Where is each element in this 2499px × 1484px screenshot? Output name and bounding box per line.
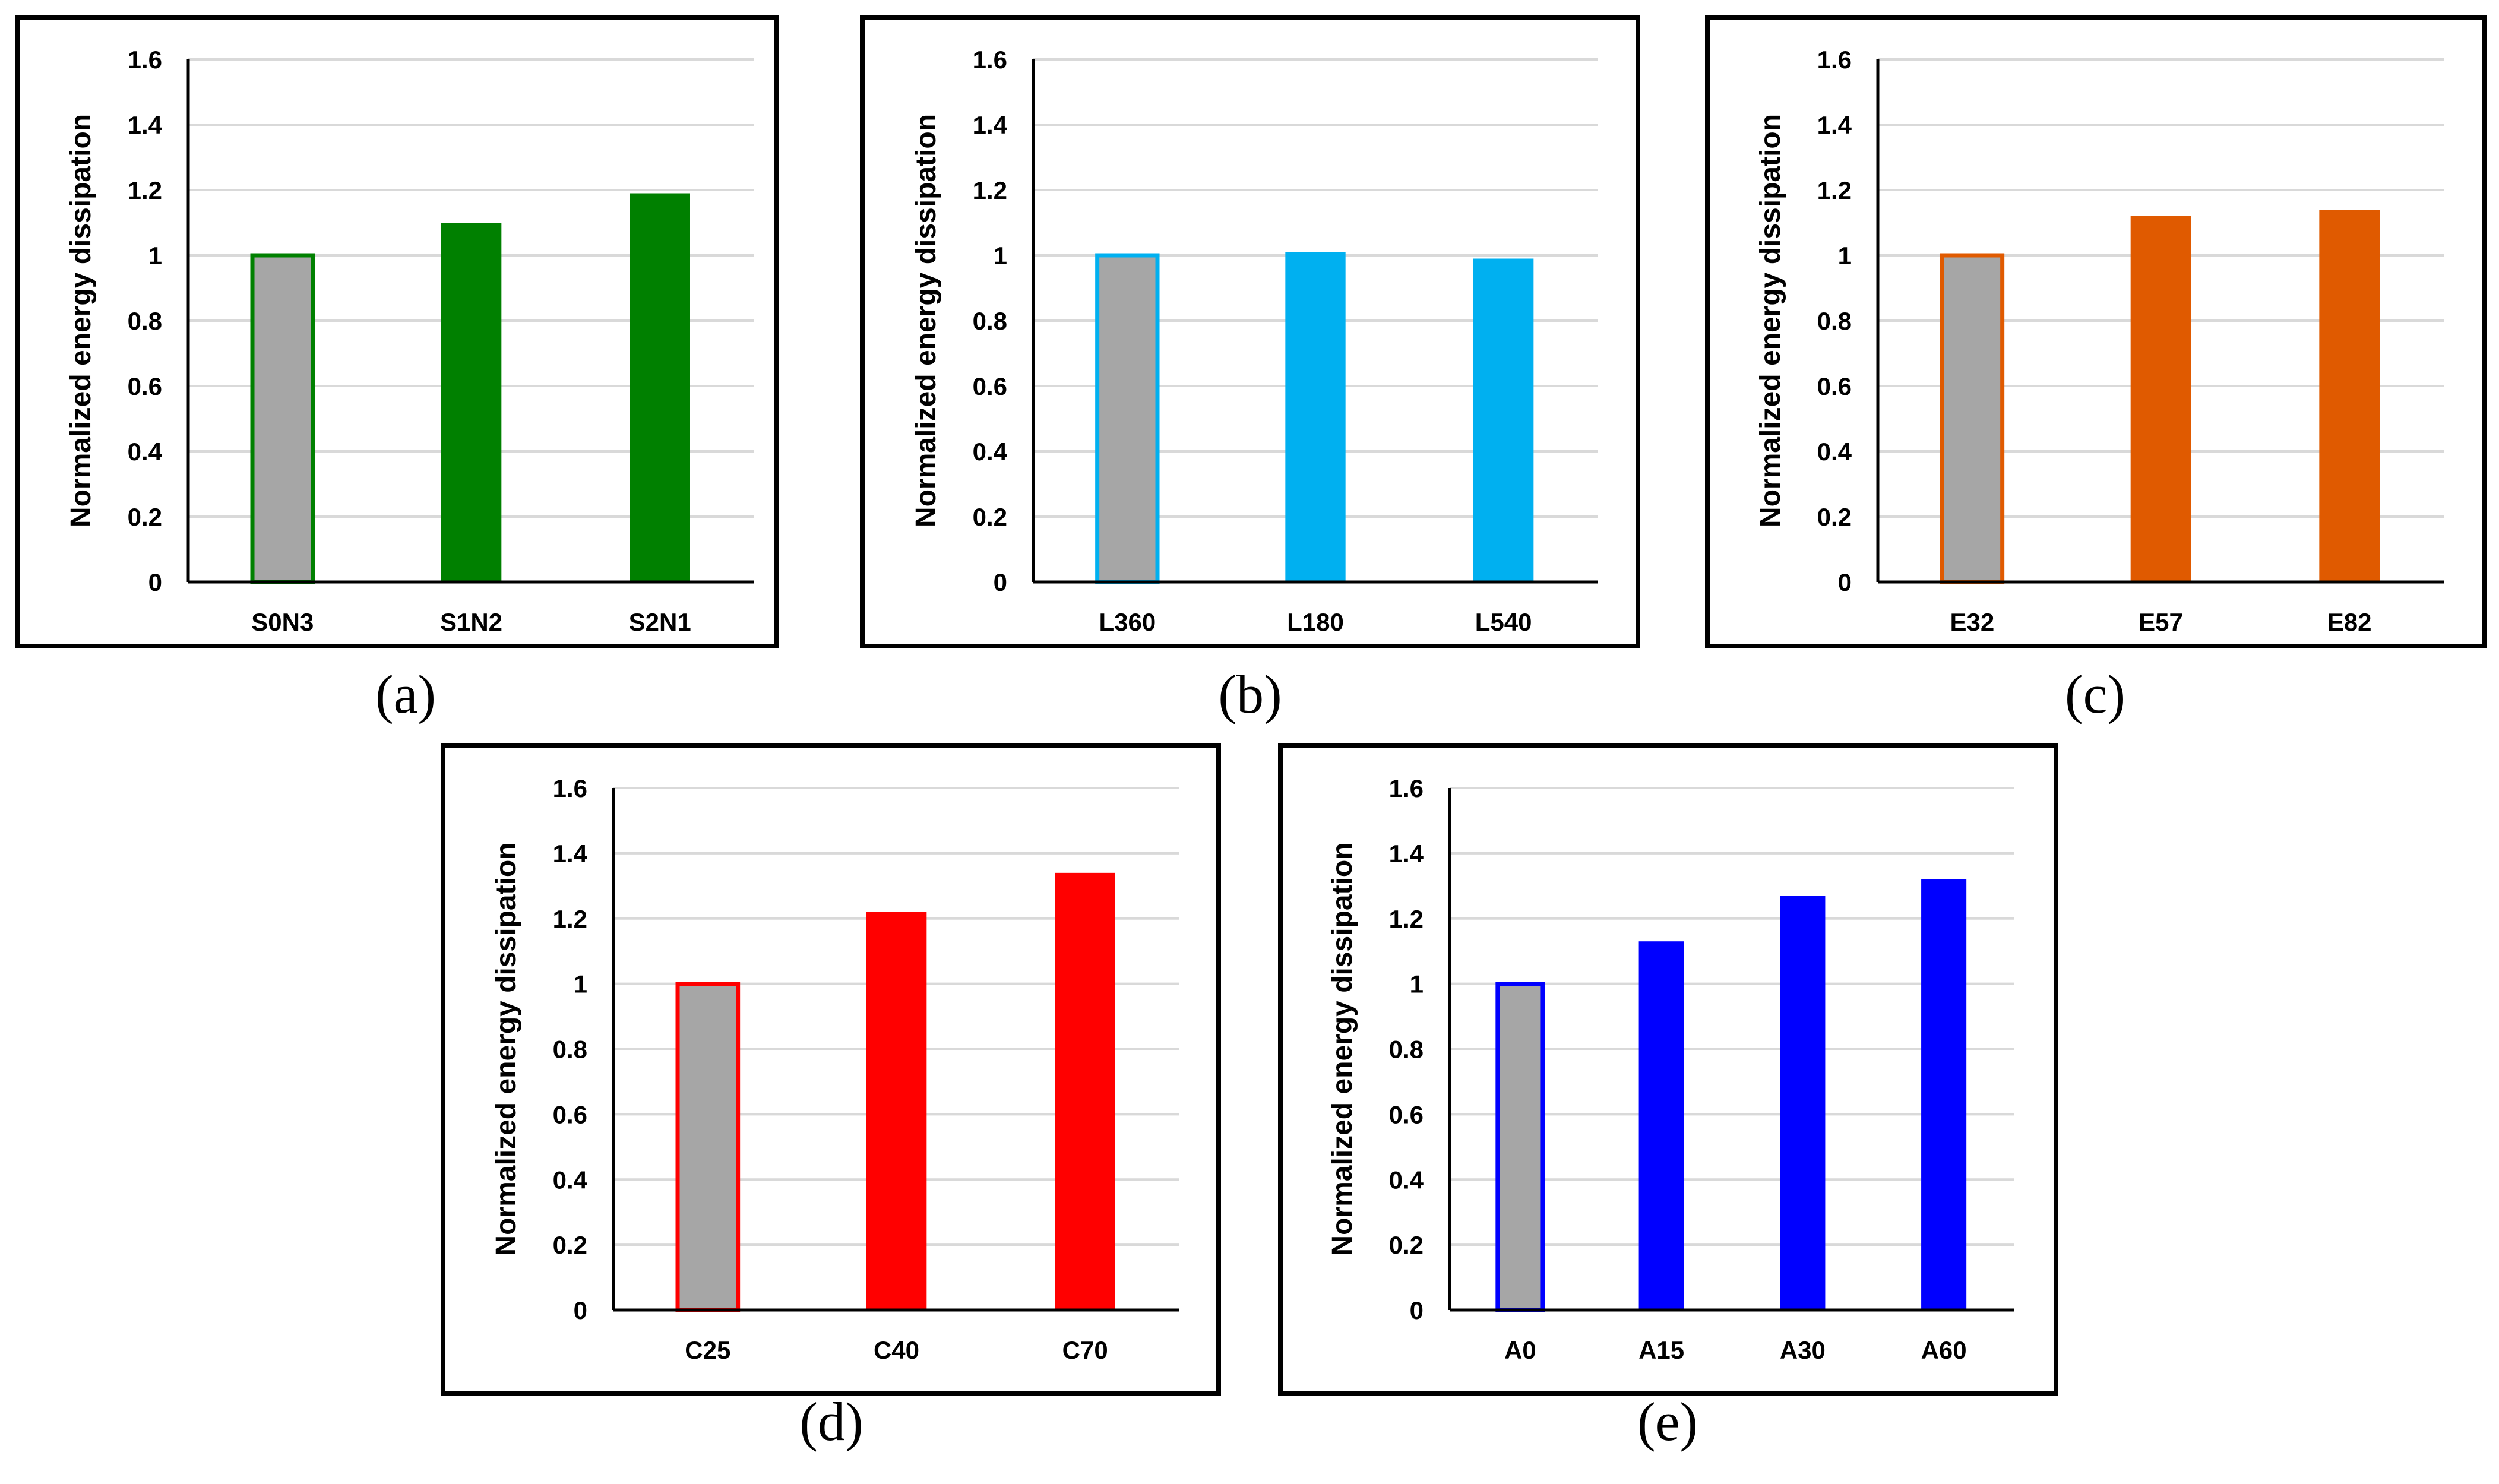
- x-tick-label: L180: [1287, 608, 1344, 636]
- chart-panel-a: 0 0.2 0.4 0.6 0.8 1 1.2 1.4 1.6 S0N3 S1N2 S2N1 Norma…: [15, 15, 779, 724]
- y-tick-label: 0.2: [973, 503, 1007, 531]
- y-tick-label: 0.8: [1817, 307, 1852, 335]
- y-tick-label: 1.4: [128, 111, 163, 139]
- y-tick-label: 0: [1410, 1296, 1424, 1324]
- y-tick-label: 1.6: [1389, 774, 1424, 802]
- y-tick-label: 0.2: [1389, 1231, 1424, 1259]
- x-tick-label: C25: [685, 1336, 730, 1364]
- bar-L180: [1285, 252, 1346, 582]
- y-axis-label: Normalized energy dissipation: [910, 114, 942, 527]
- y-tick-label: 0.6: [1817, 372, 1852, 400]
- panel-frame: [1278, 743, 2058, 1396]
- y-tick-label: 1.2: [973, 176, 1007, 204]
- bar-A15: [1638, 941, 1684, 1310]
- y-tick-label: 0.6: [973, 372, 1007, 400]
- y-tick-label: 0: [574, 1296, 587, 1324]
- chart-panel-e: 0 0.2 0.4 0.6 0.8 1 1.2 1.4 1.6 A0 A15 A30 A60 Normal…: [1278, 743, 2058, 1452]
- x-tick-label: E57: [2139, 608, 2183, 636]
- y-tick-label: 0.2: [1817, 503, 1852, 531]
- bar-L540: [1473, 258, 1534, 582]
- bar-S0N3: [250, 253, 315, 584]
- bar-S2N1: [630, 193, 690, 582]
- y-tick-label: 1.2: [553, 905, 587, 933]
- y-tick-label: 0.6: [553, 1100, 587, 1128]
- x-tick-label: C40: [874, 1336, 919, 1364]
- bar-A0: [1495, 982, 1545, 1312]
- y-tick-label: 0.4: [973, 438, 1008, 466]
- bar-C70: [1055, 872, 1115, 1310]
- y-axis-label: Normalized energy dissipation: [65, 114, 97, 527]
- y-tick-label: 1: [1838, 242, 1852, 270]
- chart-panel-d: 0 0.2 0.4 0.6 0.8 1 1.2 1.4 1.6 C25 C40 C70 Normaliz…: [441, 743, 1221, 1452]
- bar-E57: [2130, 216, 2191, 582]
- y-tick-label: 1.2: [1817, 176, 1852, 204]
- panel-frame: [15, 15, 779, 648]
- panel-frame: [1705, 15, 2487, 648]
- x-tick-label: A60: [1921, 1336, 1967, 1364]
- y-tick-label: 0.4: [1817, 438, 1852, 466]
- panel-caption: (c): [2065, 664, 2125, 724]
- x-tick-label: A30: [1780, 1336, 1826, 1364]
- panel-caption: (d): [799, 1391, 863, 1452]
- bar-E32: [1940, 253, 2005, 584]
- y-axis-label: Normalized energy dissipation: [491, 842, 522, 1255]
- y-tick-label: 0.2: [128, 503, 162, 531]
- y-tick-label: 1.6: [553, 774, 587, 802]
- y-tick-label: 1: [994, 242, 1007, 270]
- bar-C25: [675, 982, 741, 1312]
- y-tick-label: 1.6: [128, 46, 162, 74]
- bar-C40: [866, 912, 927, 1310]
- y-tick-label: 0.4: [1389, 1166, 1424, 1194]
- chart-panel-c: 0 0.2 0.4 0.6 0.8 1 1.2 1.4 1.6 E32 E57 E82 Normaliz…: [1705, 15, 2487, 724]
- y-tick-label: 1.4: [553, 840, 588, 868]
- x-tick-label: A0: [1504, 1336, 1536, 1364]
- y-tick-label: 0: [1838, 568, 1852, 596]
- y-tick-label: 0.8: [553, 1036, 587, 1064]
- bar-A60: [1921, 879, 1967, 1310]
- y-axis-label: Normalized energy dissipation: [1327, 842, 1358, 1255]
- y-tick-label: 0.8: [128, 307, 162, 335]
- x-tick-label: S2N1: [629, 608, 691, 636]
- panel-caption: (a): [375, 664, 436, 724]
- y-tick-label: 1.4: [1817, 111, 1852, 139]
- y-tick-label: 1.4: [973, 111, 1008, 139]
- y-tick-label: 1.2: [1389, 905, 1424, 933]
- panel-frame: [860, 15, 1640, 648]
- y-tick-label: 1.6: [1817, 46, 1852, 74]
- panel-caption: (b): [1218, 664, 1282, 724]
- y-tick-label: 1: [148, 242, 162, 270]
- y-tick-label: 0: [994, 568, 1007, 596]
- bar-S1N2: [441, 223, 502, 582]
- y-tick-label: 0.4: [128, 438, 163, 466]
- x-tick-label: A15: [1638, 1336, 1684, 1364]
- x-tick-label: L540: [1475, 608, 1532, 636]
- bar-E82: [2319, 210, 2380, 582]
- x-tick-label: E32: [1950, 608, 1994, 636]
- chart-panel-b: 0 0.2 0.4 0.6 0.8 1 1.2 1.4 1.6 L360 L180 L540 Norma…: [860, 15, 1640, 724]
- x-tick-label: S1N2: [440, 608, 502, 636]
- y-tick-label: 0.8: [1389, 1036, 1424, 1064]
- x-tick-label: S0N3: [251, 608, 314, 636]
- panel-caption: (e): [1637, 1391, 1698, 1452]
- bar-A30: [1780, 896, 1826, 1310]
- y-tick-label: 1.6: [973, 46, 1007, 74]
- y-axis-label: Normalized energy dissipation: [1755, 114, 1786, 527]
- bar-L360: [1095, 253, 1160, 584]
- panel-frame: [441, 743, 1221, 1396]
- y-tick-label: 0.8: [973, 307, 1007, 335]
- y-tick-label: 0.6: [1389, 1100, 1424, 1128]
- y-tick-label: 0: [148, 568, 162, 596]
- y-tick-label: 1: [1410, 970, 1424, 998]
- x-tick-label: E82: [2327, 608, 2372, 636]
- y-tick-label: 1.2: [128, 176, 162, 204]
- y-tick-label: 1: [574, 970, 587, 998]
- y-tick-label: 0.4: [553, 1166, 588, 1194]
- y-tick-label: 0.2: [553, 1231, 587, 1259]
- y-tick-label: 0.6: [128, 372, 162, 400]
- x-tick-label: C70: [1062, 1336, 1108, 1364]
- y-tick-label: 1.4: [1389, 840, 1424, 868]
- x-tick-label: L360: [1099, 608, 1156, 636]
